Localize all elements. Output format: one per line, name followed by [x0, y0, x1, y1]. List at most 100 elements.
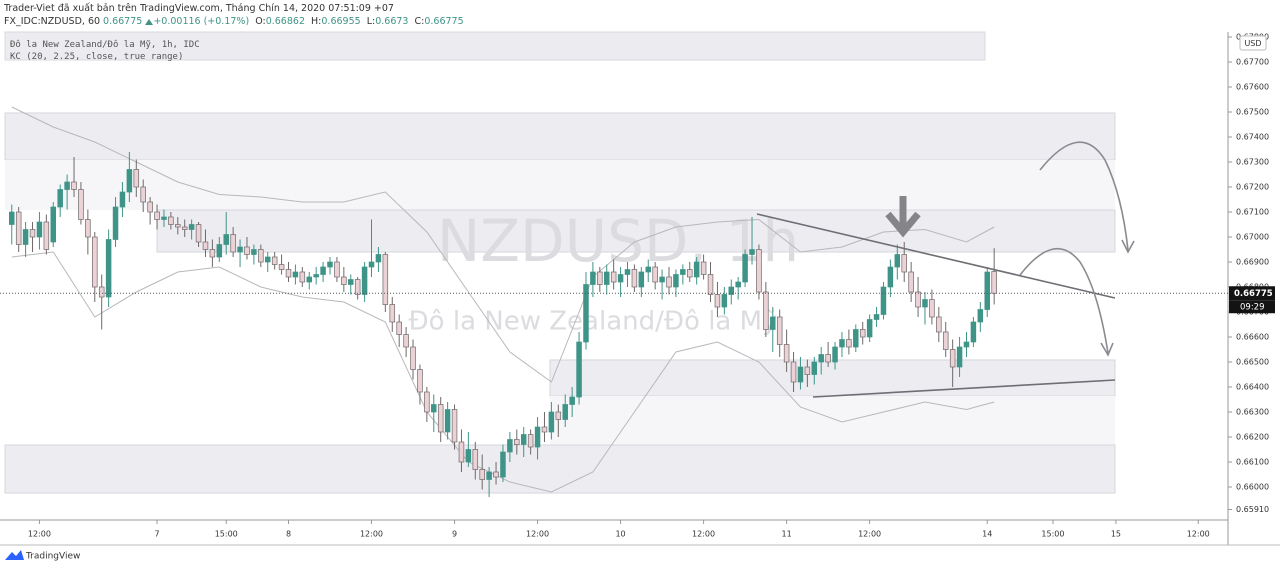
- candle-body: [866, 319, 873, 338]
- candle-body: [327, 261, 333, 268]
- candle-body: [271, 256, 278, 265]
- candle-body: [147, 201, 153, 213]
- candle-body: [64, 181, 70, 190]
- candle-body: [783, 344, 790, 363]
- candle-body: [244, 246, 250, 255]
- y-tick-label: 0.67200: [1236, 183, 1269, 192]
- publisher: Trader-Viet đã xuất bản trên TradingView…: [4, 3, 394, 14]
- price-marker: 0.66775 09:29: [0, 286, 1275, 314]
- candle-body: [444, 409, 451, 433]
- candle-body: [313, 274, 319, 278]
- candle-body: [610, 271, 617, 283]
- candle-body: [846, 339, 852, 348]
- candle-body: [375, 254, 382, 263]
- zone: [4, 444, 1116, 494]
- x-tick-label: 9: [452, 530, 457, 539]
- candle-body: [493, 471, 499, 478]
- candle-body: [666, 276, 672, 288]
- candle-body: [963, 341, 970, 348]
- candle-body: [984, 271, 990, 310]
- candle-body: [693, 261, 700, 278]
- candle-body: [507, 439, 513, 453]
- candle-body: [71, 181, 77, 190]
- candle-body: [956, 346, 963, 368]
- y-tick-label: 0.66200: [1236, 433, 1269, 442]
- x-tick-label: 7: [154, 530, 159, 539]
- candle-body: [410, 346, 416, 370]
- x-tick-label: 12:00: [1187, 530, 1210, 539]
- candle-body: [949, 349, 956, 368]
- candle-body: [749, 249, 755, 255]
- candle-body: [583, 284, 589, 343]
- candle-body: [770, 316, 776, 330]
- candle-body: [417, 369, 423, 393]
- candles: [9, 152, 997, 497]
- candle-body: [790, 361, 797, 383]
- candle-body: [707, 274, 714, 295]
- candle-body: [230, 234, 236, 253]
- x-tick-label: 12:00: [360, 530, 383, 539]
- candle-body: [915, 291, 921, 308]
- bands: [11, 106, 995, 493]
- trendline: [812, 379, 1116, 398]
- candle-body: [9, 211, 15, 225]
- candle-body: [576, 341, 582, 398]
- y-tick-label: 0.67400: [1236, 133, 1269, 142]
- candle-body: [880, 286, 887, 315]
- candle-body: [341, 276, 347, 285]
- last-price-box: [1229, 286, 1275, 301]
- y-tick-label: 0.66000: [1236, 483, 1269, 492]
- kc-band: [11, 251, 995, 493]
- candle-body: [85, 219, 91, 238]
- candle-body: [78, 189, 84, 220]
- o-label: O:: [255, 16, 266, 27]
- arrow: [1039, 141, 1129, 251]
- candle-body: [714, 294, 721, 308]
- candle-body: [562, 404, 568, 420]
- low: 0.6673: [375, 16, 409, 27]
- x-tick-label: 12:00: [28, 530, 51, 539]
- candle-body: [659, 276, 665, 283]
- candle-body: [548, 411, 555, 433]
- candle-body: [970, 321, 977, 343]
- x-tick-label: 12:00: [526, 530, 549, 539]
- l-label: L:: [366, 16, 376, 27]
- watermark-subtitle: Đô la New Zealand/Đô la Mỹ: [409, 307, 778, 337]
- candle-body: [105, 239, 112, 298]
- candle-body: [389, 304, 396, 323]
- candle-body: [680, 269, 686, 275]
- candle-body: [348, 279, 354, 285]
- candle-body: [929, 299, 935, 318]
- candle-body: [763, 291, 769, 330]
- candle-body: [818, 354, 824, 363]
- candle-body: [154, 211, 160, 220]
- y-tick-label: 0.66500: [1236, 358, 1269, 367]
- candle-body: [624, 269, 631, 275]
- up-icon: [145, 18, 154, 25]
- logo: [5, 550, 24, 560]
- candle-body: [92, 236, 98, 288]
- kc-band: [11, 106, 995, 383]
- last-price-label: 0.66775: [1234, 289, 1273, 299]
- zone: [5, 160, 1115, 210]
- candle-body: [534, 426, 541, 448]
- candle-body: [756, 249, 762, 293]
- candle-body: [527, 434, 534, 448]
- y-tick-label: 0.66900: [1236, 258, 1269, 267]
- close: 0.66775: [424, 16, 464, 27]
- y-tick-label: 0.67000: [1236, 233, 1269, 242]
- candle-body: [264, 256, 271, 263]
- y-tick-label: 0.67500: [1236, 108, 1269, 117]
- candle-body: [617, 274, 624, 283]
- y-tick-label: 0.66300: [1236, 408, 1269, 417]
- candle-body: [50, 206, 57, 243]
- candle-body: [977, 309, 984, 323]
- x-tick-label: 8: [286, 530, 291, 539]
- candle-body: [887, 266, 894, 288]
- candle-body: [285, 269, 292, 278]
- candle-body: [361, 266, 368, 295]
- candle-body: [161, 216, 167, 220]
- countdown-box: [1229, 300, 1275, 314]
- open: 0.66862: [265, 16, 305, 27]
